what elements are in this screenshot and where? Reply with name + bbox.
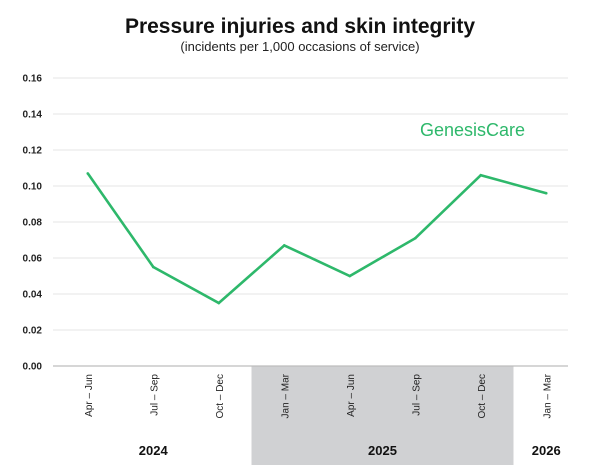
x-tick-label: Oct – Dec: [215, 374, 226, 418]
y-tick-label: 0.14: [23, 110, 43, 121]
x-tick-label: Jan – Mar: [280, 373, 291, 418]
gridlines: [53, 77, 568, 331]
x-tick-label: Jan – Mar: [542, 373, 553, 418]
brand-annotation: GenesisCare: [420, 120, 525, 140]
year-label: 2026: [532, 443, 561, 458]
data-point: [413, 236, 417, 240]
x-tick-label: Apr – Jun: [346, 374, 357, 417]
chart-title: Pressure injuries and skin integrity: [125, 15, 475, 38]
y-axis-ticks: 0.00 0.02 0.04 0.06 0.08 0.10 0.12 0.14 0.16: [23, 74, 43, 373]
data-point: [151, 265, 155, 269]
data-point: [217, 301, 221, 305]
x-tick-label: Jul – Sep: [411, 374, 422, 416]
x-axis-ticks: Apr – Jun Jul – Sep Oct – Dec Jan – Mar Apr …: [84, 373, 554, 418]
y-tick-label: 0.00: [23, 362, 43, 373]
data-point: [544, 191, 548, 195]
x-tick-label: Oct – Dec: [477, 374, 488, 418]
data-point: [348, 274, 352, 278]
x-tick-label: Jul – Sep: [149, 374, 160, 416]
chart-subtitle: (incidents per 1,000 occasions of servic…: [180, 39, 419, 54]
data-point: [86, 172, 90, 175]
data-point: [282, 244, 286, 247]
year-shade-2025: [251, 366, 514, 465]
y-tick-label: 0.04: [23, 290, 43, 301]
year-shading: [251, 366, 514, 465]
y-tick-label: 0.02: [23, 326, 43, 337]
data-point: [479, 173, 483, 177]
series-layer: [86, 172, 548, 305]
series-line: [86, 172, 547, 305]
y-tick-label: 0.06: [23, 254, 43, 265]
year-label: 2025: [368, 443, 397, 458]
y-tick-label: 0.10: [23, 182, 43, 193]
y-tick-label: 0.08: [23, 218, 43, 229]
y-tick-label: 0.12: [23, 146, 43, 157]
y-tick-label: 0.16: [23, 74, 43, 85]
year-labels: 2024 2025 2026: [139, 443, 561, 458]
year-label: 2024: [139, 443, 169, 458]
x-tick-label: Apr – Jun: [84, 374, 95, 417]
